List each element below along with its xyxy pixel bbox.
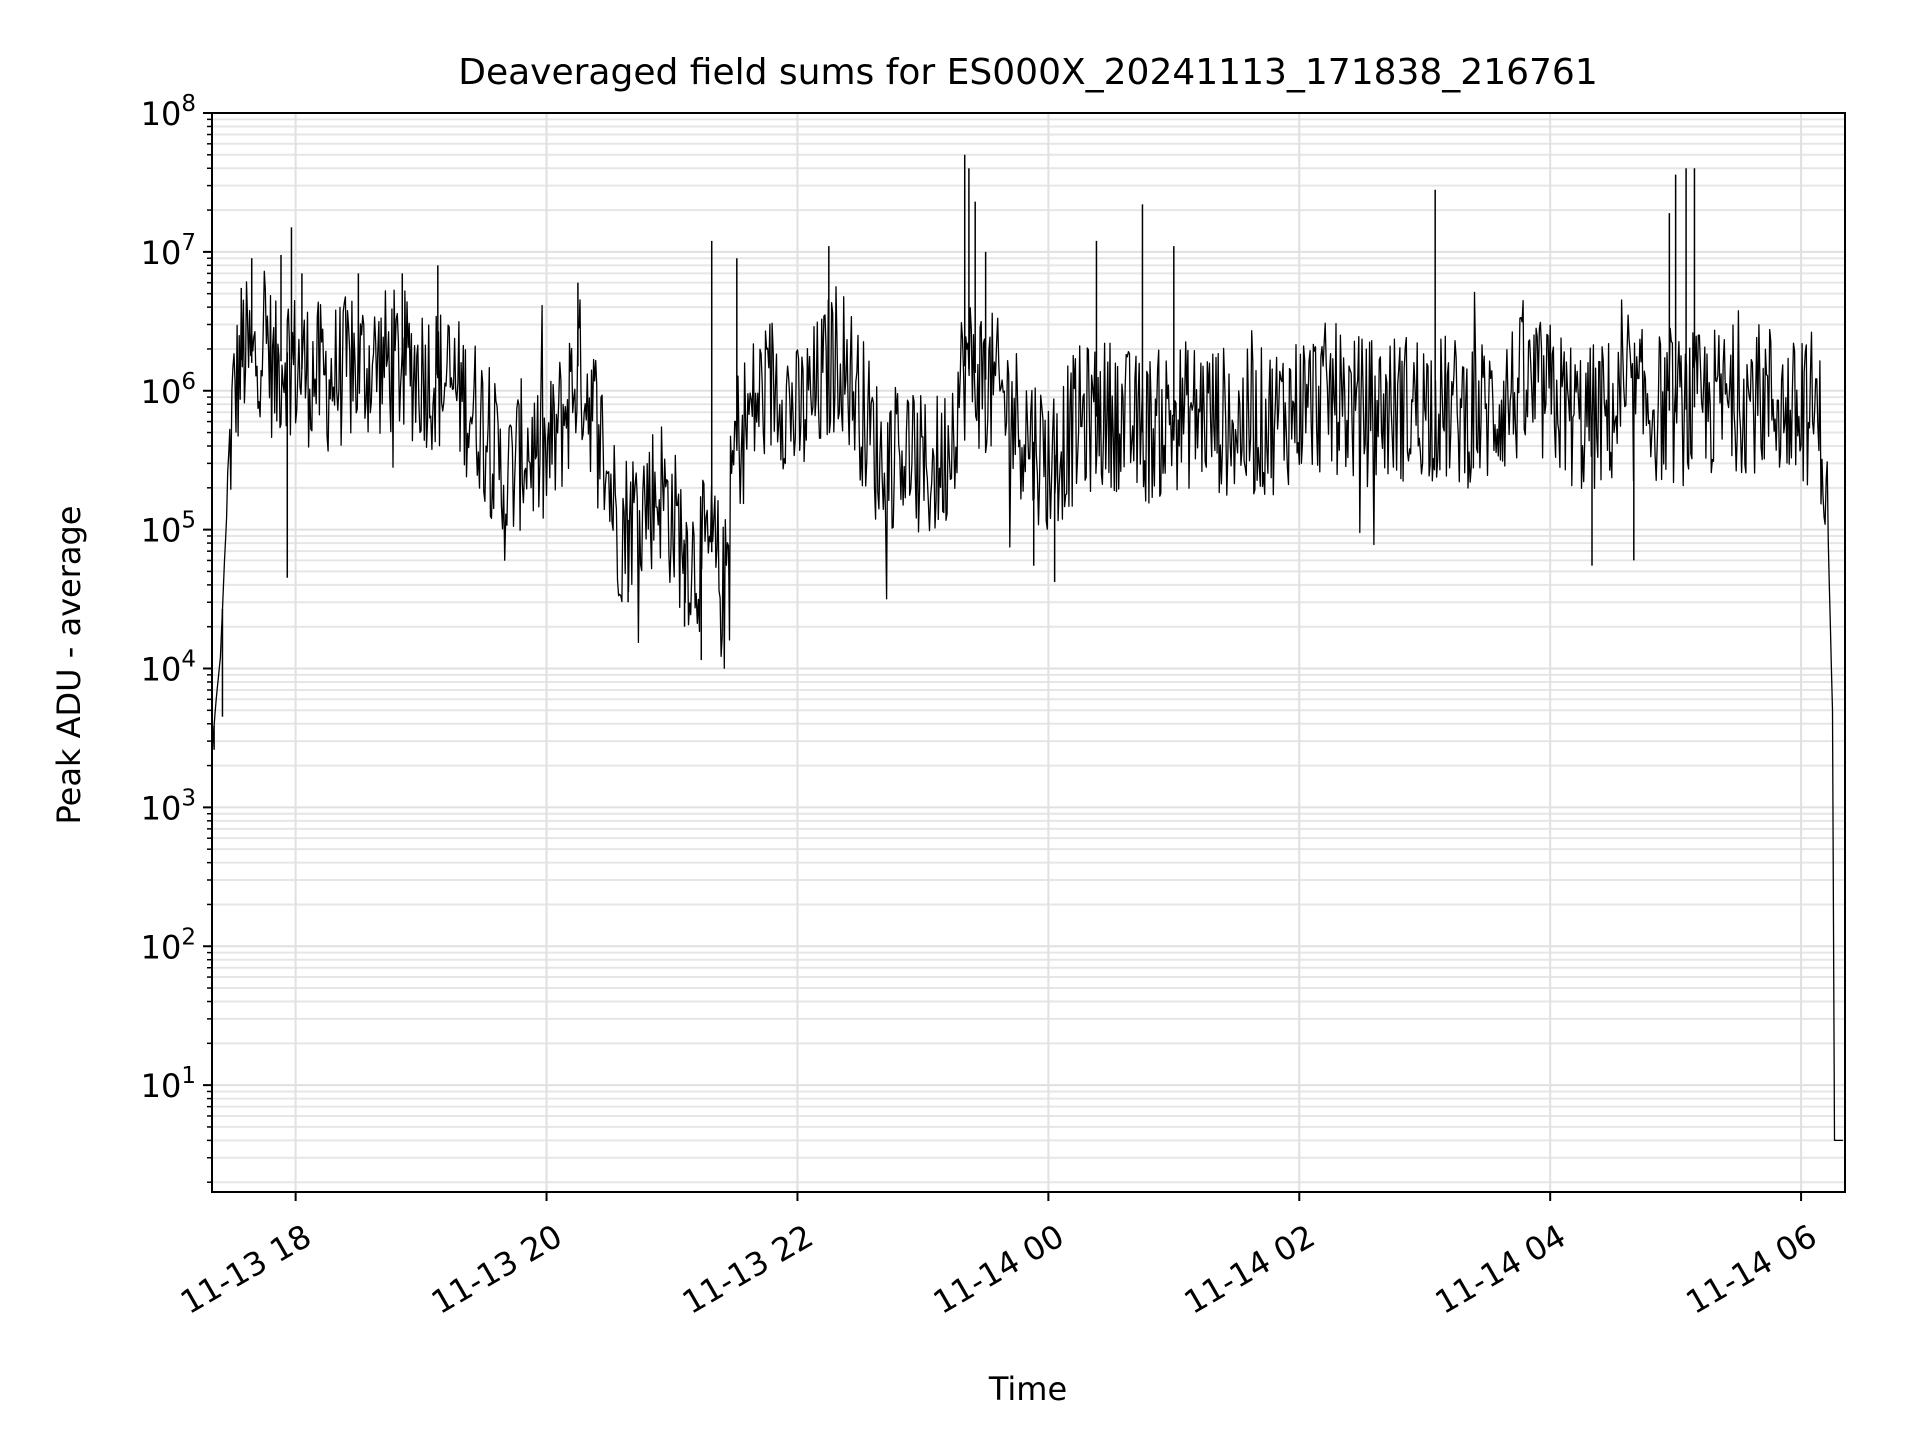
y-axis-label: Peak ADU - average [50,506,88,825]
y-tick-label: 103 [141,785,196,827]
y-tick-label: 106 [141,369,196,411]
series-line [211,270,1843,1142]
x-axis-label: Time [988,1370,1067,1408]
y-tick-label: 101 [141,1063,196,1105]
y-tick-label: 107 [141,230,196,272]
y-tick-label: 104 [141,647,196,689]
data-line-layer [211,154,1843,1142]
y-tick-label: 102 [141,924,196,966]
y-tick-label: 105 [141,508,196,550]
plot-frame [211,112,1846,1193]
y-tick-label: 108 [141,91,196,133]
chart-title: Deaveraged field sums for ES000X_2024111… [458,52,1598,93]
